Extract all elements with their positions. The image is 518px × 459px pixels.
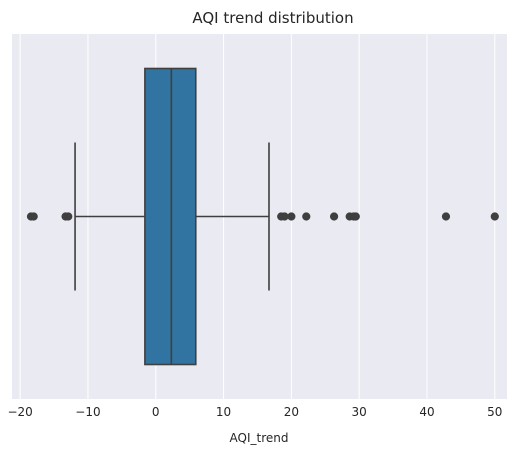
x-tick-label: −10 (75, 405, 100, 419)
outlier-point (29, 212, 38, 221)
x-tick-label: 20 (284, 405, 299, 419)
chart-title: AQI trend distribution (192, 9, 353, 27)
outlier-point (329, 212, 339, 221)
x-tick-label: 0 (152, 405, 160, 419)
outlier-point (302, 212, 311, 221)
outlier-point (351, 212, 360, 221)
x-tick-label: 40 (419, 405, 434, 419)
outlier-points (26, 212, 499, 221)
outlier-point (287, 212, 296, 221)
outlier-point (64, 212, 73, 221)
x-tick-label: 30 (352, 405, 367, 419)
outlier-point (280, 212, 289, 221)
iqr-box (144, 67, 197, 366)
box-plot (74, 67, 270, 366)
x-axis-label: AQI_trend (230, 431, 289, 445)
x-tick-label: 10 (216, 405, 231, 419)
outlier-point (441, 212, 451, 221)
x-tick-label: 50 (487, 405, 502, 419)
x-tick-labels: −20 −10 0 10 20 30 40 50 (7, 405, 502, 419)
outlier-point (490, 212, 499, 221)
x-tick-label: −20 (7, 405, 32, 419)
